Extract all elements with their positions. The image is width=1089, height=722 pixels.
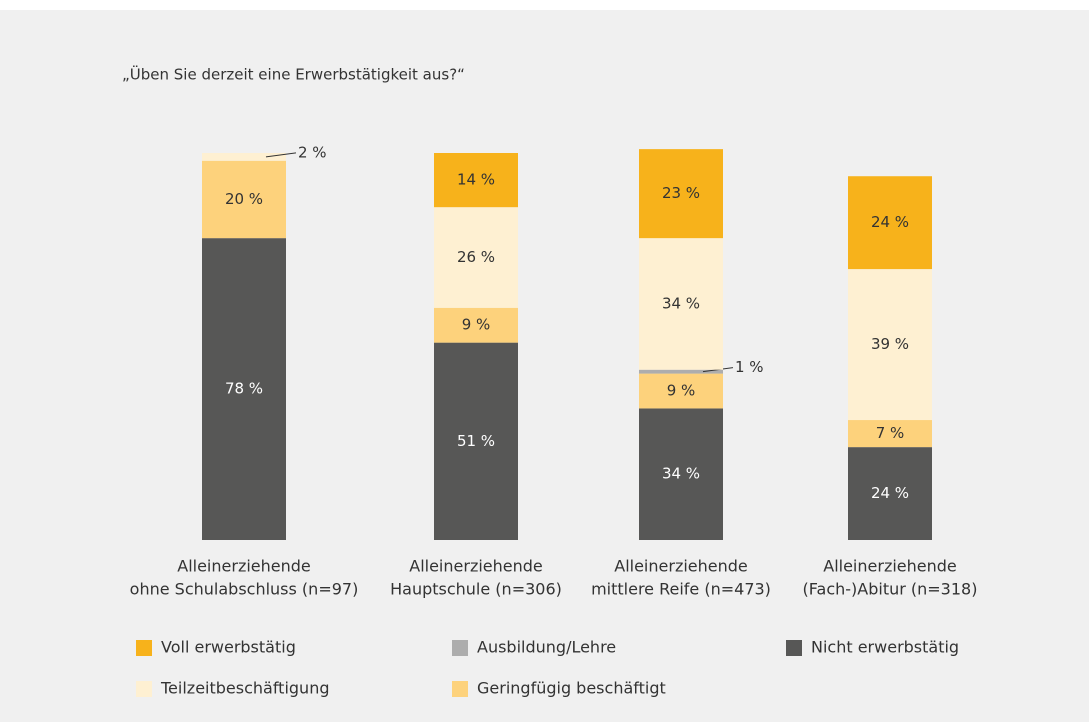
x-tick-label: ohne Schulabschluss (n=97) [130,580,359,599]
legend-label: Teilzeitbeschäftigung [160,679,330,698]
legend-swatch [136,681,152,697]
bar-segment [202,160,286,239]
legend-label: Ausbildung/Lehre [477,638,616,657]
x-tick-label: Alleinerziehende [177,557,311,576]
bar-segment [639,149,723,239]
bar-segment [848,447,932,540]
value-label: 78 % [225,380,263,398]
bar-segment [848,269,932,421]
legend-swatch [452,681,468,697]
x-tick-label: Alleinerziehende [409,557,543,576]
legend-swatch [786,640,802,656]
legend-swatch [136,640,152,656]
bar-segment [202,153,286,161]
bar-segment [434,307,518,343]
legend-label: Nicht erwerbstätig [811,638,959,657]
value-label: 34 % [662,465,700,483]
bar-segment [848,176,932,270]
value-label: 26 % [457,248,495,266]
bar-segment [639,408,723,540]
bar-segment [848,420,932,448]
value-label: 2 % [298,143,327,161]
value-label: 24 % [871,484,909,502]
bar-segment [639,238,723,370]
value-label: 9 % [462,316,491,334]
x-tick-label: (Fach-)Abitur (n=318) [803,580,978,599]
bar-segment [434,342,518,540]
x-tick-label: Alleinerziehende [614,557,748,576]
x-tick-label: mittlere Reife (n=473) [591,580,771,599]
value-label: 14 % [457,171,495,189]
leader-line [265,152,297,158]
chart-title: „Üben Sie derzeit eine Erwerbstätigkeit … [122,65,465,84]
bar-segment [434,207,518,308]
x-tick-label: Hauptschule (n=306) [390,580,562,599]
value-label: 1 % [735,358,764,376]
value-label: 51 % [457,432,495,450]
value-label: 23 % [662,184,700,202]
bar-segment [202,238,286,540]
value-label: 7 % [876,424,905,442]
x-tick-label: Alleinerziehende [823,557,957,576]
legend-swatch [452,640,468,656]
bar-segment [434,153,518,208]
value-label: 20 % [225,190,263,208]
value-label: 24 % [871,213,909,231]
value-label: 34 % [662,294,700,312]
value-label: 39 % [871,335,909,353]
bar-segment [639,373,723,409]
legend-label: Geringfügig beschäftigt [477,679,666,698]
value-label: 9 % [667,382,696,400]
legend-label: Voll erwerbstätig [161,638,296,657]
bar-segment [639,369,723,374]
